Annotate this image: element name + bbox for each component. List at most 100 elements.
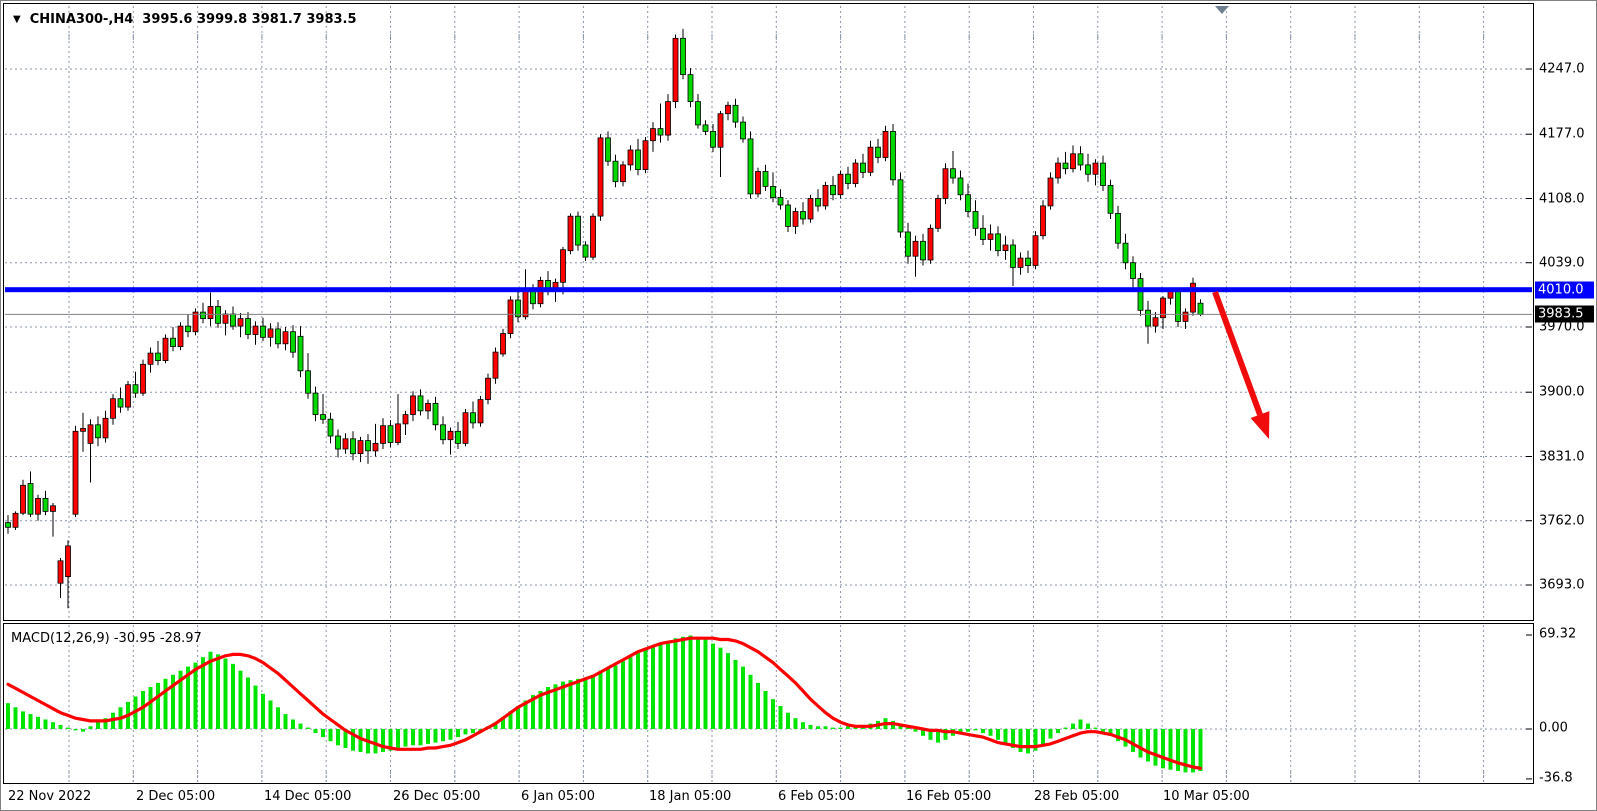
candle-body (770, 185, 776, 198)
price-chart-panel[interactable]: ▼ CHINA300-,H4 3995.6 3999.8 3981.7 3983… (3, 3, 1534, 621)
candle-body (620, 164, 626, 183)
macd-canvas[interactable] (4, 624, 1533, 783)
candle-body (1010, 244, 1016, 268)
macd-histogram-bar (1011, 729, 1015, 748)
macd-histogram-bar (823, 726, 828, 729)
candle-body (140, 363, 146, 394)
macd-histogram-bar (936, 729, 940, 743)
macd-histogram-bar (943, 729, 948, 740)
macd-histogram-bar (973, 729, 978, 731)
price-axis-label: 4039.0 (1539, 255, 1585, 271)
price-chart-canvas[interactable] (4, 4, 1533, 620)
candle-body (852, 162, 859, 185)
candle-body (792, 211, 799, 227)
macd-histogram-bar (1123, 729, 1128, 747)
candle-body (425, 402, 431, 412)
macd-histogram-bar (358, 729, 363, 752)
macd-histogram-bar (523, 700, 528, 729)
trend-arrow-head[interactable] (1250, 411, 1270, 439)
candle-body (5, 522, 11, 528)
candle-body (1100, 162, 1106, 186)
candle-body (980, 227, 986, 240)
candle-body (417, 395, 424, 412)
candle-body (102, 417, 109, 439)
macd-histogram-bar (313, 729, 318, 734)
candle-body (350, 438, 356, 455)
macd-histogram-bar (268, 700, 273, 729)
time-axis-label: 6 Jan 05:00 (521, 789, 596, 804)
symbol-dropdown-icon[interactable]: ▼ (13, 14, 21, 25)
candle-body (155, 352, 161, 362)
macd-histogram-bar (456, 729, 460, 738)
macd-histogram-bar (846, 726, 850, 729)
candle-body (612, 160, 619, 183)
candle-body (515, 299, 521, 318)
candle-body (477, 399, 484, 424)
time-axis[interactable]: 22 Nov 2022 2 Dec 05:00 14 Dec 05:00 26 Dec… (3, 787, 1563, 809)
candle-body (717, 113, 724, 148)
macd-histogram-bar (276, 707, 280, 729)
macd-histogram-bar (141, 691, 145, 729)
macd-histogram-bar (336, 729, 340, 746)
price-axis-label: 4177.0 (1539, 126, 1585, 142)
macd-histogram-bar (231, 663, 235, 729)
macd-indicator-panel[interactable]: MACD(12,26,9) -30.95 -28.97 (3, 623, 1534, 784)
candle-body (710, 130, 716, 148)
candle-body (27, 483, 34, 515)
candle-body (1085, 164, 1091, 175)
candle-body (965, 194, 971, 212)
macd-histogram-bar (291, 719, 295, 729)
candle-body (875, 146, 881, 158)
candle-body (605, 137, 611, 162)
macd-histogram-bar (328, 729, 333, 742)
candle-body (12, 512, 19, 528)
macd-histogram-bar (1078, 719, 1083, 729)
time-axis-label: 14 Dec 05:00 (264, 789, 352, 804)
trend-arrow-shaft[interactable] (1212, 290, 1263, 416)
macd-histogram-bar (793, 718, 798, 729)
time-axis-label: 22 Nov 2022 (8, 789, 92, 804)
macd-histogram-bar (606, 668, 610, 729)
price-axis[interactable]: 4247.0 4177.0 4108.0 4039.0 3970.0 3900.0 3831… (1535, 1, 1596, 785)
candle-body (1182, 311, 1189, 322)
candle-body (635, 149, 641, 171)
macd-histogram-bar (1101, 729, 1105, 732)
macd-histogram-bar (816, 726, 820, 729)
macd-histogram-bar (771, 699, 775, 729)
price-axis-label: 3900.0 (1539, 384, 1585, 400)
candle-body (72, 430, 79, 515)
macd-histogram-bar (538, 691, 543, 729)
macd-histogram-bar (28, 714, 33, 729)
macd-histogram-bar (958, 729, 963, 734)
candle-body (1107, 184, 1114, 214)
candle-body (702, 124, 709, 132)
candle-body (342, 438, 349, 450)
macd-histogram-bar (163, 678, 168, 729)
macd-histogram-bar (261, 693, 265, 729)
macd-histogram-bar (1146, 729, 1150, 762)
macd-signal-line (6, 636, 1203, 770)
candle-body (530, 290, 536, 305)
candle-body (1017, 257, 1024, 268)
macd-histogram-bar (411, 729, 415, 746)
candle-body (732, 104, 739, 123)
candle-body (507, 299, 514, 334)
macd-histogram-bar (748, 674, 753, 729)
macd-histogram-bar (1138, 729, 1143, 758)
candle-body (687, 74, 694, 102)
level-line-4010[interactable] (5, 287, 1532, 293)
candle-body (987, 233, 994, 240)
candle-body (1115, 212, 1121, 244)
candle-body (282, 331, 289, 345)
macd-histogram-bar (643, 649, 648, 729)
candle-body (447, 430, 454, 441)
candle-body (200, 311, 206, 320)
candle-body (387, 425, 394, 443)
macd-histogram-bar (733, 659, 738, 729)
candle-body (335, 435, 341, 450)
candle-body (912, 240, 919, 257)
macd-histogram-bar (208, 651, 213, 729)
time-axis-label: 18 Jan 05:00 (649, 789, 732, 804)
candle-body (237, 318, 244, 327)
candle-body (830, 184, 836, 196)
